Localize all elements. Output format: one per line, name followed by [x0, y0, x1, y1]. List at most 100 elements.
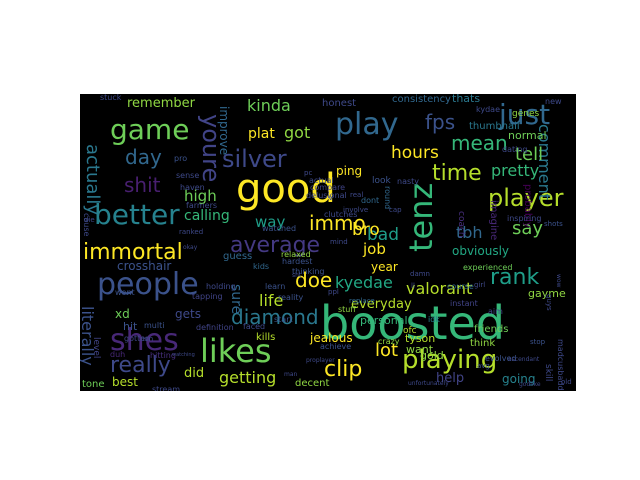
cloud-word-stuff: stuff: [338, 305, 356, 314]
cloud-word-bad: bad: [367, 225, 399, 245]
cloud-word-job: job: [362, 240, 386, 258]
cloud-word-relaxed: relaxed: [281, 250, 311, 259]
cloud-word-rank: rank: [490, 265, 539, 290]
cloud-word-instant: instant: [450, 299, 478, 308]
cloud-word-delusional: delusional: [306, 191, 347, 200]
cloud-word-new: new: [545, 97, 562, 106]
cloud-word-tapping: tapping: [192, 292, 223, 301]
cloud-word-stuck: stuck: [100, 94, 122, 102]
cloud-word-course: course: [447, 282, 474, 291]
cloud-word-round: round: [383, 186, 392, 209]
cloud-word-evolved: evolved: [485, 354, 517, 363]
cloud-word-crazy: crazy: [378, 337, 400, 346]
cloud-word-lot: lot: [375, 340, 398, 361]
cloud-word-thumbnail: thumbnail: [469, 121, 520, 132]
cloud-word-duh: duh: [110, 350, 125, 359]
cloud-word-tone: tone: [82, 379, 105, 390]
cloud-word-literally: literally: [80, 306, 97, 366]
cloud-word-thinking: thinking: [292, 267, 325, 276]
cloud-word-think: think: [470, 338, 495, 349]
cloud-word-better: better: [94, 198, 180, 231]
cloud-word-idk: idk: [428, 315, 440, 324]
cloud-word-time: time: [432, 161, 482, 186]
cloud-word-fps: fps: [425, 110, 455, 134]
cloud-word-calling: calling: [184, 208, 230, 224]
cloud-word-remember: remember: [127, 96, 196, 111]
cloud-word-definition: definition: [196, 323, 234, 332]
cloud-word-year: year: [371, 260, 398, 274]
cloud-word-just: just: [498, 98, 550, 131]
cloud-word-mind: mind: [330, 238, 348, 246]
cloud-word-tbh: tbh: [456, 223, 483, 242]
cloud-word-way: way: [255, 213, 285, 231]
cloud-word-really: really: [110, 353, 171, 378]
cloud-word-help: help: [436, 371, 464, 386]
cloud-word-people: people: [97, 267, 199, 302]
cloud-word-v: v: [328, 193, 334, 203]
cloud-word-kids: kids: [253, 262, 269, 271]
cloud-word-gold: gold: [420, 349, 444, 362]
cloud-word-life: life: [259, 291, 283, 310]
cloud-word-getting: getting: [219, 368, 276, 387]
cloud-word-haven: haven: [180, 183, 205, 192]
cloud-word-kyedae: kyedae: [335, 273, 393, 292]
cloud-word-playing: playing: [402, 345, 497, 375]
cloud-word-genes: genes: [512, 109, 539, 119]
cloud-word-achieve: achieve: [320, 342, 351, 351]
cloud-word-decent: decent: [295, 378, 329, 389]
cloud-word-level: level: [91, 337, 101, 358]
cloud-word-did: did: [184, 366, 204, 381]
cloud-word-old: old: [561, 378, 572, 386]
cloud-word-going: going: [502, 372, 536, 386]
cloud-word-probably: probably: [522, 184, 533, 228]
cloud-word-normal: normal: [508, 129, 547, 142]
cloud-word-gayme: gayme: [528, 287, 566, 300]
cloud-word-guess: guess: [223, 251, 252, 262]
cloud-word-pc: pc: [304, 169, 312, 177]
cloud-word-immortal: immortal: [83, 240, 183, 265]
cloud-word-crosshair: crosshair: [117, 259, 171, 273]
cloud-word-aim: aim: [488, 307, 503, 316]
cloud-word-xd: xd: [115, 307, 130, 321]
cloud-word-non: non: [140, 335, 153, 343]
cloud-word-coach: coach: [456, 211, 466, 238]
cloud-word-got: got: [284, 123, 310, 142]
cloud-word-ping: ping: [336, 164, 362, 178]
cloud-word-actual: actual: [309, 176, 334, 185]
cloud-word-guys: guys: [545, 294, 553, 311]
cloud-word-dating: dating: [502, 145, 528, 154]
cloud-word-stop: stop: [530, 338, 546, 346]
cloud-word-clutches: clutches: [324, 210, 357, 219]
cloud-word-sht: sht: [292, 272, 302, 279]
cloud-word-compare: compare: [310, 183, 345, 192]
cloud-word-multi: multi: [144, 321, 164, 330]
cloud-word-average: average: [230, 233, 320, 258]
cloud-word-look: look: [372, 176, 392, 186]
cloud-word-say: say: [512, 218, 543, 239]
cloud-word-actually: actually: [82, 144, 103, 215]
cloud-word-watching: watching: [172, 352, 195, 358]
cloud-word-diamond: diamond: [231, 305, 319, 329]
cloud-word-pretty: pretty: [491, 161, 539, 180]
cloud-word-valorant: valorant: [406, 279, 472, 298]
cloud-word-wow: wow: [555, 274, 562, 288]
cloud-word-high: high: [184, 187, 217, 205]
cloud-word-tell: tell: [515, 144, 543, 165]
cloud-word-comment: comment: [535, 124, 554, 200]
cloud-word-ppl: ppl: [328, 288, 339, 296]
cloud-word-sure: sure: [228, 284, 244, 314]
cloud-word-doe: doe: [295, 268, 332, 292]
cloud-word-girl: girl: [474, 281, 485, 289]
cloud-word-hardest: hardest: [282, 257, 312, 266]
cloud-word-involve: involve: [343, 206, 368, 214]
cloud-word-real: real: [350, 191, 363, 199]
cloud-word-watched: watched: [262, 224, 296, 233]
cloud-word-everyday: everyday: [351, 297, 412, 312]
cloud-word-improve: improve: [217, 106, 231, 155]
cloud-word-ll: ll: [411, 282, 415, 290]
cloud-word-friends: friends: [474, 324, 508, 335]
cloud-word-silver: silver: [222, 145, 287, 173]
word-cloud-image: boosted good people likes shes play better play…: [80, 94, 576, 391]
cloud-word-likes: likes: [200, 332, 272, 370]
